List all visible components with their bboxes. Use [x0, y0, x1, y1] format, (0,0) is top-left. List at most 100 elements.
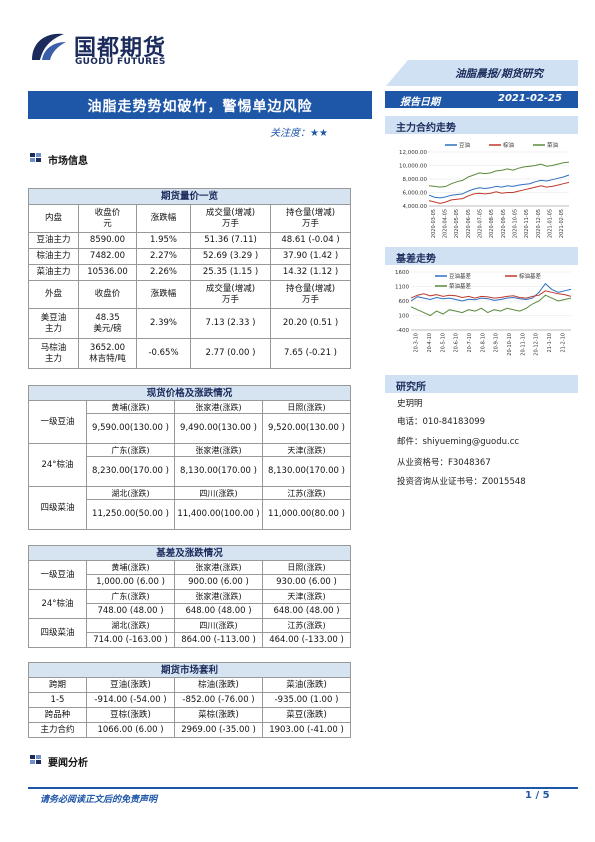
attention-stars: ★★	[310, 128, 328, 139]
analyst-consulting-cert: 投资咨询从业证书号：Z0015548	[397, 477, 526, 487]
table-cell: 黄埔(涨跌)	[86, 560, 175, 575]
series-line-豆油基差	[410, 282, 572, 302]
table-cell: 20.20 (0.51 )	[269, 308, 352, 339]
footer-divider	[28, 787, 578, 789]
table-cell: 48.61 (-0.04 )	[269, 232, 352, 249]
table-header: 内盘	[28, 204, 79, 233]
analyst-name: 史玥明	[397, 399, 423, 409]
table-cell: 8590.00	[78, 232, 137, 249]
table-cell: 2.39%	[136, 308, 191, 339]
y-tick-label: 10,000.00	[399, 164, 427, 170]
guodu-logo-mark	[32, 33, 66, 60]
attention-label: 关注度：	[270, 128, 310, 139]
report-date: 2021-02-25	[498, 93, 562, 104]
table-header: 收盘价	[78, 280, 137, 309]
table-cell: 9,590.00(130.00 )	[86, 413, 175, 444]
table-cell: -914.00 (-54.00 )	[86, 692, 175, 708]
series-line-棕油	[428, 181, 570, 204]
table-cell: 8,130.00(170.00 )	[174, 456, 263, 487]
x-tick-label: 20-5-10	[440, 333, 446, 353]
section-title-research: 研究所	[396, 382, 426, 393]
table-cell: 3652.00 林吉特/吨	[78, 338, 137, 369]
table-cell: 菜油(涨跌)	[261, 677, 352, 693]
x-tick-label: 20-6-10	[454, 333, 460, 353]
arb-table-title: 期货市场套利	[27, 662, 352, 678]
table-cell: 主力合约	[28, 722, 87, 738]
table-cell: 25.35 (1.15 )	[190, 264, 271, 281]
x-tick-label: 21-2-10	[560, 333, 566, 353]
disclaimer-link[interactable]: 请务必阅读正文后的免责声明	[40, 795, 158, 805]
table-cell: 648.00 (48.00 )	[261, 603, 352, 619]
y-tick-label: 600	[399, 299, 410, 305]
table-cell: 江苏(涨跌)	[261, 486, 352, 500]
x-tick-label: 2020-05-05	[454, 209, 460, 238]
y-tick-label: 12,000.00	[399, 150, 427, 156]
table-cell: 11,400.00(100.00 )	[174, 499, 263, 530]
section-marker-icon	[30, 755, 41, 764]
table-cell: 豆油主力	[28, 232, 79, 249]
series-title: 油脂晨报/期货研究	[455, 68, 543, 80]
main-contract-chart: 12,000.00 10,000.00 8,000.00 6,000.00 4,000.…	[399, 141, 570, 238]
table-cell: 2969.00 (-35.00 )	[174, 722, 263, 738]
table-cell: 648.00 (48.00 )	[174, 603, 263, 619]
page-number: 1 / 5	[525, 790, 550, 801]
series-line-豆油	[428, 174, 570, 199]
table-row: 菜油主力 10536.00 2.26% 25.35 (1.15 ) 14.32 (1.1…	[28, 264, 352, 281]
table-cell: 棕油主力	[28, 248, 79, 265]
section-bar-main-contract	[385, 116, 578, 134]
basis-table-title: 基差及涨跌情况	[27, 545, 352, 561]
table-cell: 37.90 (1.42 )	[269, 248, 352, 265]
legend-label: 菜油	[547, 141, 559, 149]
table-cell: 930.00 (6.00 )	[261, 574, 352, 590]
table-cell: 2.77 (0.00 )	[190, 338, 271, 369]
basis-chart: 1600 1100 600 100 -400 20-3-10 20-4-10 20-5-10 2…	[395, 270, 572, 356]
legend-label: 豆油	[459, 141, 471, 149]
analyst-phone: 电话：010-84183099	[397, 417, 486, 427]
table-cell: 8,130.00(170.00 )	[261, 456, 352, 487]
y-tick-label: 8,000.00	[403, 177, 428, 183]
table-cell: -935.00 (1.00 )	[261, 692, 352, 708]
table-row: 马棕油 主力 3652.00 林吉特/吨 -0.65% 2.77 (0.00 ) 7…	[28, 338, 352, 369]
table-row: 棕油主力 7482.00 2.27% 52.69 (3.29 ) 37.90 (1.42…	[28, 248, 352, 265]
table-cell: 张家港(涨跌)	[174, 400, 263, 414]
logo-text-cn: 国都期货	[74, 36, 167, 61]
x-tick-label: 20-11-10	[520, 333, 526, 356]
table-cell: 1-5	[28, 692, 87, 708]
table-cell: 菜油主力	[28, 264, 79, 281]
table-cell: 51.36 (7.11)	[190, 232, 271, 249]
section-title-basis: 基差走势	[396, 254, 436, 265]
x-tick-label: 2020-07-05	[478, 209, 484, 238]
table-cell: -852.00 (-76.00 )	[174, 692, 263, 708]
table-cell: 714.00 (-163.00 )	[86, 632, 175, 648]
arbitrage-table: 期货市场套利 跨期 豆油(涨跌) 棕油(涨跌) 菜油(涨跌) 1-5 -914.00 (…	[27, 662, 352, 738]
table-header: 持仓量(增减) 万手	[269, 204, 352, 233]
x-tick-label: 2020-10-05	[513, 209, 519, 238]
table-cell: 52.69 (3.29 )	[190, 248, 271, 265]
table-cell: 一级豆油	[28, 400, 87, 444]
x-tick-label: 2020-12-05	[536, 209, 542, 238]
y-tick-label: 1600	[395, 270, 409, 276]
table-header: 持仓量(增减) 万手	[269, 280, 352, 309]
attention-rating: 关注度：★★	[270, 124, 328, 139]
x-tick-label: 2020-04-05	[443, 209, 449, 238]
x-tick-label: 20-7-10	[467, 333, 473, 353]
table-cell: 江苏(涨跌)	[261, 618, 352, 633]
table-cell: 张家港(涨跌)	[174, 589, 263, 604]
table-cell: 跨品种	[28, 707, 87, 723]
table-cell: 748.00 (48.00 )	[86, 603, 175, 619]
table-header: 成交量(增减) 万手	[190, 204, 271, 233]
table-header: 涨跌幅	[136, 280, 191, 309]
x-tick-label: 2020-03-05	[431, 209, 437, 238]
table-cell: 四川(涨跌)	[174, 486, 263, 500]
y-tick-label: 6,000.00	[403, 191, 428, 197]
logo-text-en: GUODU FUTURES	[75, 57, 166, 67]
analyst-email[interactable]: 邮件：shiyueming@guodu.cc	[397, 437, 520, 447]
table-cell: 美豆油 主力	[28, 308, 79, 339]
table-cell: 11,000.00(80.00 )	[261, 499, 352, 530]
x-tick-label: 20-10-10	[507, 333, 513, 356]
x-tick-label: 20-8-10	[480, 333, 486, 353]
table-cell: 1903.00 (-41.00 )	[261, 722, 352, 738]
table-cell: 马棕油 主力	[28, 338, 79, 369]
table-header: 成交量(增减) 万手	[190, 280, 271, 309]
section-bar-basis	[385, 247, 578, 265]
